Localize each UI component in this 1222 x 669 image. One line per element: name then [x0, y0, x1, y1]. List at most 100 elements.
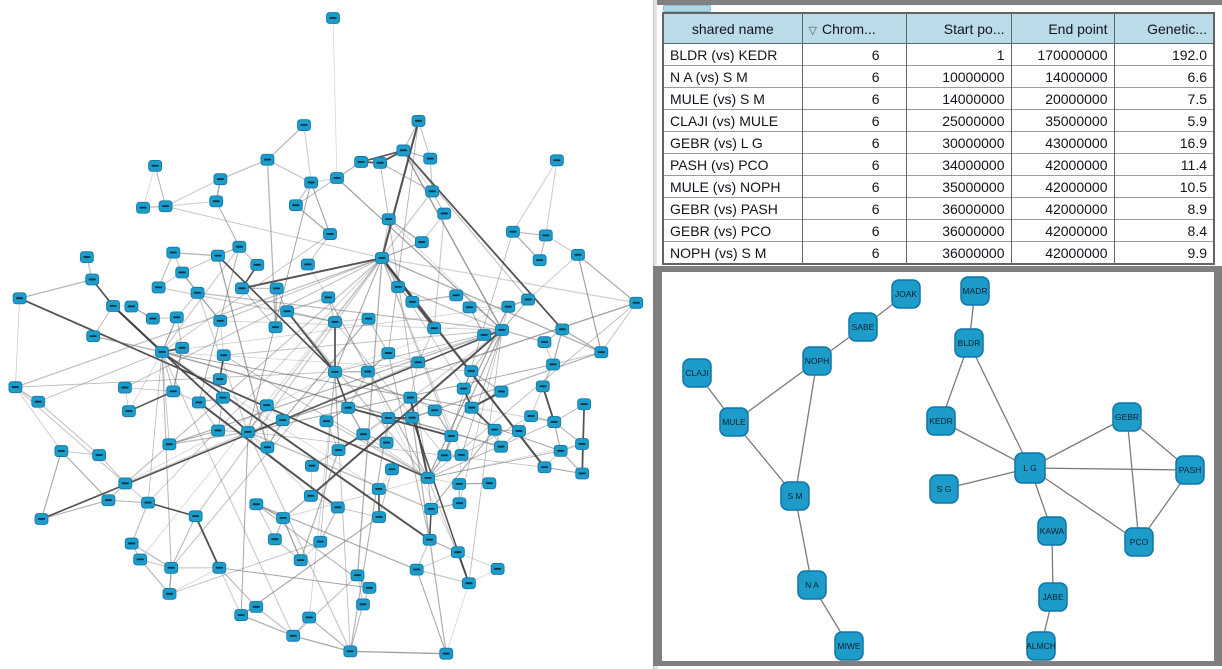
network-edge[interactable]	[147, 351, 163, 503]
network-node[interactable]: JOAK	[891, 279, 921, 309]
network-edge[interactable]	[247, 191, 433, 433]
network-edge[interactable]	[40, 450, 62, 520]
network-node[interactable]	[304, 176, 319, 189]
network-edge[interactable]	[158, 286, 336, 323]
node-shape[interactable]	[1124, 527, 1154, 557]
network-node[interactable]	[162, 438, 177, 451]
filtered-network-canvas[interactable]: JOAK SABE NOPH CLAJI MULE S M N A MIWE MADR BLDR K…	[662, 272, 1214, 661]
network-node[interactable]: MULE	[719, 407, 749, 437]
network-edge[interactable]	[219, 567, 257, 608]
network-node[interactable]	[54, 445, 69, 457]
network-node[interactable]	[106, 300, 120, 312]
table-cell[interactable]: GEBR (vs) PCO	[663, 219, 803, 242]
network-edge[interactable]	[128, 390, 174, 412]
network-node[interactable]	[305, 459, 319, 472]
network-edge[interactable]	[527, 254, 579, 300]
network-node[interactable]	[372, 511, 386, 524]
network-node[interactable]	[79, 251, 94, 263]
network-node[interactable]	[371, 483, 386, 495]
network-node[interactable]: KEDR	[926, 406, 956, 436]
table-row[interactable]: GEBR (vs) PASH 6 36000000 42000000 8.9	[663, 197, 1215, 220]
network-edge[interactable]	[334, 329, 503, 373]
network-node[interactable]: PCO	[1124, 527, 1154, 557]
network-edge[interactable]	[198, 401, 339, 509]
table-row[interactable]: CLAJI (vs) MULE 6 25000000 35000000 5.9	[663, 109, 1215, 132]
column-header-4[interactable]: Genetic...	[1114, 13, 1215, 44]
network-edge[interactable]	[402, 149, 563, 330]
network-node[interactable]	[293, 554, 308, 567]
network-node[interactable]	[249, 601, 264, 613]
table-cell[interactable]: MULE (vs) NOPH	[663, 175, 803, 198]
network-node[interactable]: PASH	[1175, 455, 1205, 485]
network-node[interactable]	[133, 553, 148, 566]
network-edge[interactable]	[794, 360, 818, 497]
table-cell[interactable]: 5.9	[1114, 109, 1215, 132]
network-node[interactable]	[249, 498, 264, 511]
network-edge[interactable]	[161, 246, 240, 353]
network-edge[interactable]	[600, 302, 637, 353]
table-cell[interactable]: 42000000	[1011, 153, 1115, 176]
network-node[interactable]	[450, 546, 465, 559]
table-cell[interactable]: 14000000	[906, 87, 1012, 110]
network-node[interactable]	[575, 438, 589, 450]
network-node[interactable]	[232, 240, 247, 253]
network-node[interactable]	[141, 496, 155, 509]
network-node[interactable]	[575, 467, 590, 480]
network-node[interactable]	[424, 503, 439, 515]
network-edge[interactable]	[411, 351, 602, 419]
network-node[interactable]	[267, 533, 282, 546]
network-edge[interactable]	[128, 351, 163, 412]
network-node[interactable]	[330, 172, 344, 184]
table-cell[interactable]: N A (vs) S M	[663, 65, 803, 88]
node-shape[interactable]	[834, 631, 864, 661]
network-edge[interactable]	[381, 219, 390, 259]
node-shape[interactable]	[802, 346, 832, 376]
table-cell[interactable]: 42000000	[1011, 175, 1115, 198]
network-edge[interactable]	[217, 255, 269, 448]
network-node[interactable]	[211, 249, 225, 262]
table-cell[interactable]: GEBR (vs) PASH	[663, 197, 803, 220]
network-node[interactable]	[391, 281, 406, 293]
network-node[interactable]	[86, 330, 101, 343]
network-edge[interactable]	[125, 371, 336, 484]
network-node[interactable]	[547, 416, 562, 428]
network-node[interactable]	[341, 401, 356, 414]
network-edge[interactable]	[60, 450, 109, 501]
network-edge[interactable]	[347, 371, 369, 409]
network-edge[interactable]	[241, 257, 383, 290]
table-cell[interactable]: PASH (vs) PCO	[663, 153, 803, 176]
table-cell[interactable]: 20000000	[1011, 87, 1115, 110]
network-node[interactable]	[524, 410, 539, 423]
node-shape[interactable]	[1014, 452, 1046, 484]
network-node[interactable]: NOPH	[802, 346, 832, 376]
network-node[interactable]	[151, 281, 166, 294]
network-edge[interactable]	[170, 371, 336, 569]
network-edge[interactable]	[197, 292, 503, 331]
table-cell[interactable]: 42000000	[1011, 241, 1115, 264]
table-horizontal-scrollbar[interactable]	[657, 5, 1222, 12]
table-cell[interactable]: 6.6	[1114, 65, 1215, 88]
network-node[interactable]	[302, 611, 317, 624]
network-node[interactable]	[495, 324, 509, 336]
network-edge[interactable]	[169, 431, 249, 445]
network-node[interactable]	[362, 582, 377, 594]
network-node[interactable]	[449, 289, 464, 302]
network-node[interactable]	[403, 391, 418, 404]
network-edge[interactable]	[286, 310, 429, 479]
network-node[interactable]	[188, 510, 203, 523]
network-edge[interactable]	[541, 386, 556, 423]
network-edge[interactable]	[282, 361, 419, 421]
network-edge[interactable]	[397, 286, 503, 331]
network-edge[interactable]	[15, 298, 20, 388]
network-node[interactable]	[124, 300, 139, 313]
node-shape[interactable]	[682, 358, 712, 388]
network-edge[interactable]	[295, 177, 338, 206]
network-node[interactable]: KAWA	[1037, 516, 1067, 546]
table-row[interactable]: PASH (vs) PCO 6 34000000 42000000 11.4	[663, 153, 1215, 176]
network-edge[interactable]	[430, 429, 496, 510]
network-edge[interactable]	[267, 159, 312, 184]
table-cell[interactable]: 1	[906, 43, 1012, 66]
network-edge[interactable]	[161, 351, 294, 637]
network-edge[interactable]	[332, 17, 338, 179]
table-cell[interactable]: 11.4	[1114, 153, 1215, 176]
